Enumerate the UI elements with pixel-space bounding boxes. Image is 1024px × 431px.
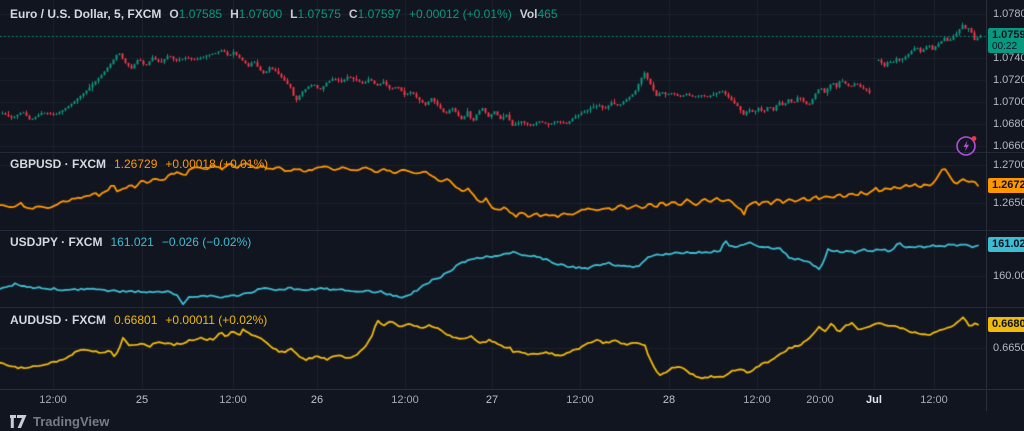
ohlc-low: L1.07575 (290, 7, 341, 21)
price-badge-eurusd: 1.07597 00:22 (988, 27, 1024, 53)
price-axis-label: 1.07000 (993, 95, 1024, 108)
price-badge-audusd: 0.66801 (988, 316, 1024, 332)
tradingview-attribution-text: TradingView (33, 413, 110, 429)
ohlc-close: C1.07597 (348, 7, 401, 21)
price-axis-label: 0.66500 (993, 341, 1024, 354)
price-change: +0.00011 (+0.02%) (165, 313, 268, 327)
price-axis-label: 1.06800 (993, 117, 1024, 130)
price-axis-label: 1.07400 (993, 51, 1024, 64)
pane-divider[interactable] (0, 152, 1024, 153)
price-axis-label: 1.06600 (993, 139, 1024, 152)
pane-divider[interactable] (0, 307, 1024, 308)
time-axis-label: 27 (485, 394, 499, 406)
time-axis-label: 12:00 (391, 394, 419, 406)
time-axis[interactable]: 12:00 25 12:00 26 12:00 27 12:00 28 12:00 20:00 Ju… (0, 389, 1024, 412)
last-price: 0.66801 (114, 313, 158, 327)
price-axis-label: 1.07800 (993, 7, 1024, 20)
badge-price: 161.021 (992, 238, 1024, 251)
time-axis-label: 12:00 (743, 394, 771, 406)
last-price: 161.021 (110, 235, 154, 249)
price-badge-gbpusd: 1.26729 (988, 177, 1024, 193)
attribution-bar: TradingView (0, 411, 1024, 431)
legend-eurusd[interactable]: Euro / U.S. Dollar, 5, FXCM O1.07585 H1.… (10, 7, 558, 22)
badge-price: 1.26729 (992, 178, 1024, 191)
lightning-icon (956, 136, 977, 156)
price-axis[interactable]: 1.07597 00:22 1.26729 161.021 0.66801 1.… (986, 0, 1024, 389)
symbol-title[interactable]: AUDUSD · FXCM (10, 313, 106, 327)
volume: Vol465 (519, 7, 558, 21)
ohlc-high: H1.07600 (230, 7, 283, 21)
bar-countdown: 00:22 (992, 40, 1018, 52)
price-badge-usdjpy: 161.021 (988, 237, 1024, 253)
legend-gbpusd[interactable]: GBPUSD · FXCM 1.26729 +0.00018 (+0.01%) (10, 157, 268, 172)
price-change: +0.00018 (+0.01%) (165, 157, 269, 171)
ohlc-open: O1.07585 (169, 7, 223, 21)
price-axis-label: 1.26500 (993, 197, 1024, 210)
last-price: 1.26729 (114, 157, 158, 171)
tradingview-attribution-link[interactable]: TradingView (10, 414, 109, 429)
time-axis-label: 20:00 (806, 394, 834, 406)
time-axis-label: 28 (662, 394, 676, 406)
price-axis-label: 1.07200 (993, 73, 1024, 86)
time-axis-label: 25 (135, 394, 149, 406)
price-axis-label: 1.27000 (993, 159, 1024, 172)
pane-divider[interactable] (0, 230, 1024, 231)
whats-new-button[interactable] (954, 132, 980, 158)
price-change: +0.00012 (+0.01%) (408, 7, 512, 21)
time-axis-label: 12:00 (39, 394, 67, 406)
price-axis-separator (986, 0, 987, 411)
tradingview-logo-icon (10, 414, 27, 428)
time-axis-label: 12:00 (920, 394, 948, 406)
legend-usdjpy[interactable]: USDJPY · FXCM 161.021 −0.026 (−0.02%) (10, 235, 251, 250)
time-axis-label: 12:00 (219, 394, 247, 406)
legend-audusd[interactable]: AUDUSD · FXCM 0.66801 +0.00011 (+0.02%) (10, 313, 267, 328)
time-axis-label: 12:00 (566, 394, 594, 406)
symbol-title[interactable]: USDJPY · FXCM (10, 235, 103, 249)
time-axis-label: 26 (310, 394, 324, 406)
badge-price: 1.07597 (992, 28, 1024, 41)
symbol-title[interactable]: GBPUSD · FXCM (10, 157, 106, 171)
price-axis-label: 160.000 (993, 269, 1024, 282)
symbol-title[interactable]: Euro / U.S. Dollar, 5, FXCM (10, 7, 162, 21)
chart-canvas[interactable] (0, 0, 986, 389)
time-axis-label: Jul (866, 394, 882, 406)
price-change: −0.026 (−0.02%) (161, 235, 252, 249)
notification-dot (971, 136, 977, 141)
badge-price: 0.66801 (992, 317, 1024, 330)
